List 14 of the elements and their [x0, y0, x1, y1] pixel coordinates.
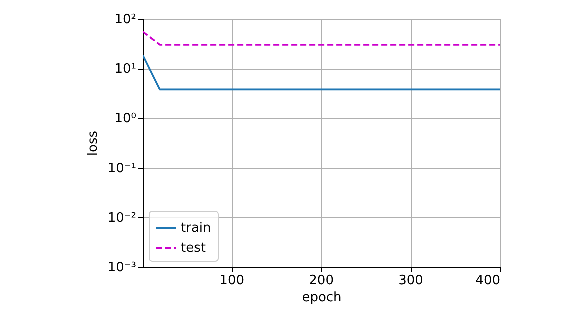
y-tick-label: 10¹ [114, 62, 136, 78]
y-axis-title: loss [86, 130, 101, 156]
y-tick-label: 10⁻² [108, 210, 136, 226]
x-tick-label: 400 [476, 274, 500, 288]
x-axis-title: epoch [302, 290, 342, 306]
y-tick-label: 10⁰ [114, 112, 136, 127]
legend-label: train [181, 221, 212, 236]
x-tick-label: 100 [220, 274, 244, 288]
x-tick-label: 200 [309, 274, 334, 288]
legend-label: test [181, 241, 206, 256]
y-tick-label: 10⁻¹ [108, 161, 136, 176]
y-tick-label: 10² [114, 12, 136, 28]
x-tick-label: 300 [398, 274, 424, 288]
y-tick-label: 10⁻³ [108, 260, 136, 276]
